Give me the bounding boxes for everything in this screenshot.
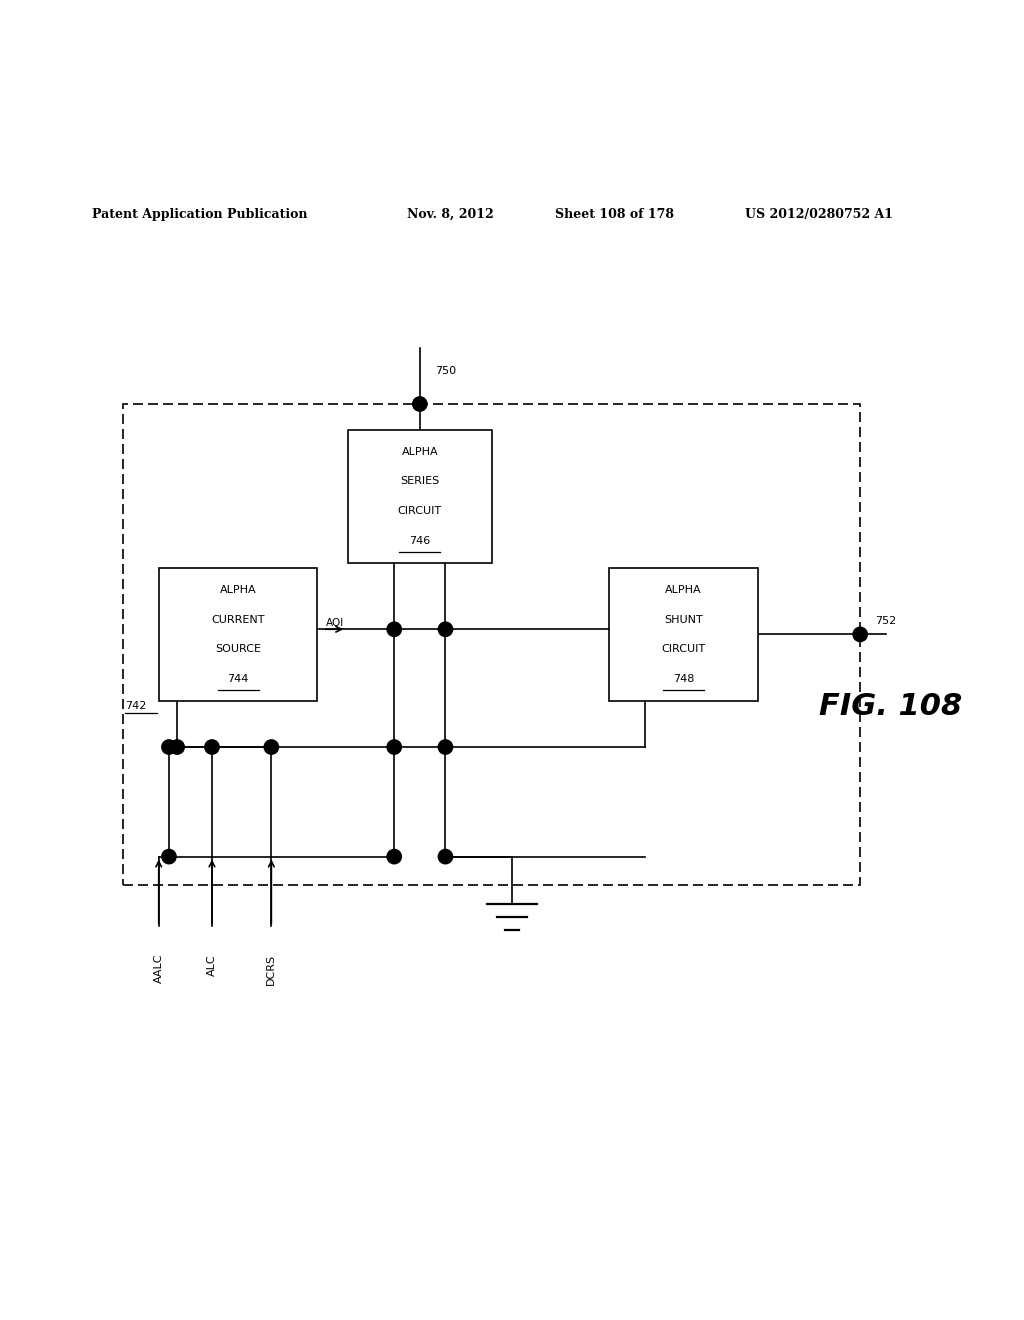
Text: 752: 752 [876, 616, 897, 626]
Text: US 2012/0280752 A1: US 2012/0280752 A1 [745, 209, 893, 220]
Circle shape [413, 397, 427, 411]
Text: AALC: AALC [154, 954, 164, 983]
Circle shape [438, 850, 453, 863]
Circle shape [387, 850, 401, 863]
FancyBboxPatch shape [348, 429, 492, 562]
Circle shape [264, 741, 279, 754]
Text: 750: 750 [435, 367, 457, 376]
Text: ALPHA: ALPHA [220, 585, 256, 595]
Text: ALC: ALC [207, 954, 217, 975]
Text: CURRENT: CURRENT [211, 615, 265, 624]
Text: ALPHA: ALPHA [666, 585, 701, 595]
Circle shape [438, 622, 453, 636]
Text: SERIES: SERIES [400, 477, 439, 486]
Text: AOI: AOI [326, 618, 344, 628]
Text: SOURCE: SOURCE [215, 644, 261, 655]
Text: CIRCUIT: CIRCUIT [662, 644, 706, 655]
Text: Patent Application Publication: Patent Application Publication [92, 209, 307, 220]
Circle shape [387, 741, 401, 754]
Circle shape [162, 741, 176, 754]
FancyBboxPatch shape [609, 568, 758, 701]
Circle shape [438, 741, 453, 754]
Circle shape [205, 741, 219, 754]
Circle shape [170, 741, 184, 754]
Text: 744: 744 [227, 673, 249, 684]
Text: CIRCUIT: CIRCUIT [397, 506, 442, 516]
Text: 746: 746 [410, 536, 430, 545]
Text: FIG. 108: FIG. 108 [819, 692, 963, 721]
Text: Nov. 8, 2012: Nov. 8, 2012 [408, 209, 494, 220]
Circle shape [387, 622, 401, 636]
Text: 742: 742 [125, 701, 146, 711]
Text: Sheet 108 of 178: Sheet 108 of 178 [555, 209, 674, 220]
Text: SHUNT: SHUNT [665, 615, 702, 624]
Text: ALPHA: ALPHA [401, 446, 438, 457]
Circle shape [853, 627, 867, 642]
Circle shape [162, 850, 176, 863]
Text: DCRS: DCRS [266, 954, 276, 985]
Text: 748: 748 [673, 673, 694, 684]
FancyBboxPatch shape [159, 568, 317, 701]
